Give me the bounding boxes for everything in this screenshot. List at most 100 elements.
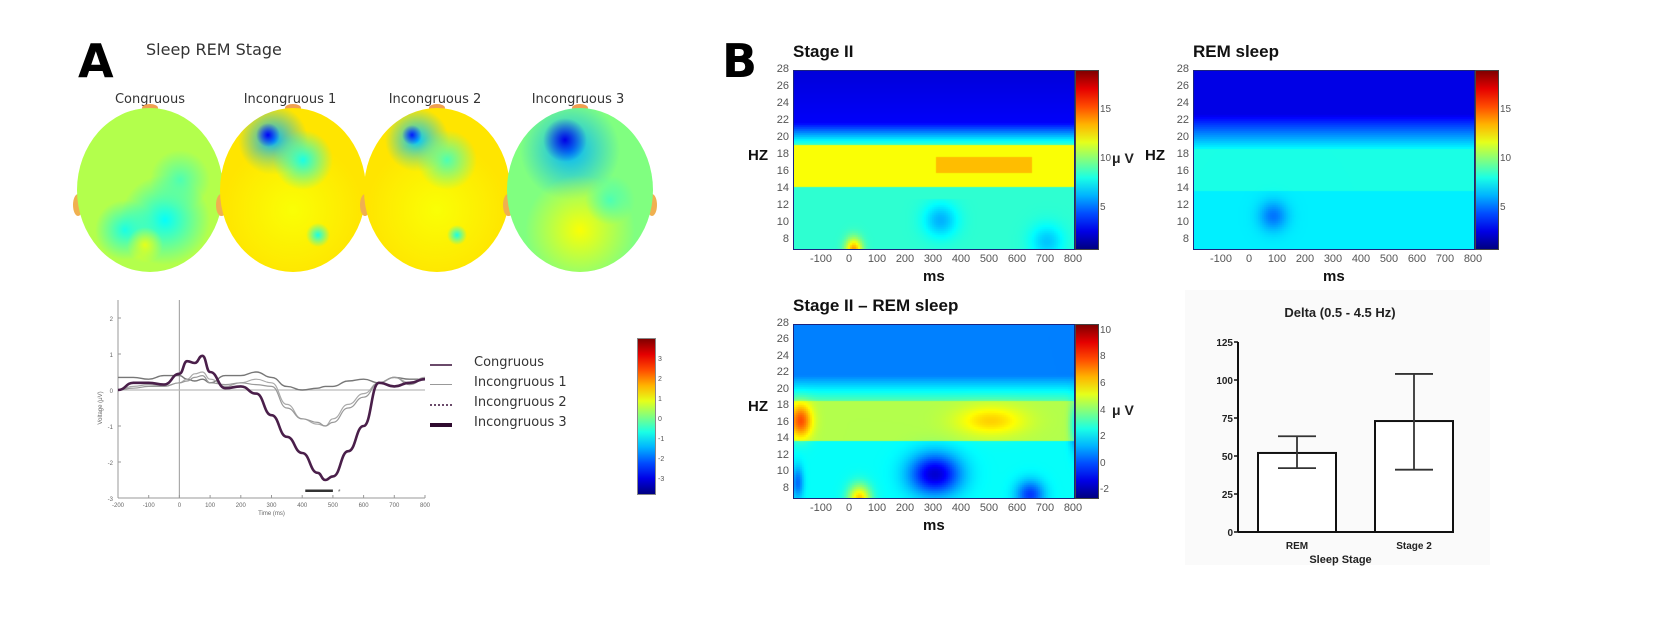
legend-swatch — [430, 364, 452, 366]
colorbar-tick: -2 — [658, 456, 665, 463]
colorbar-tick-label: 10 — [1500, 153, 1512, 164]
x-tick-label: 200 — [236, 503, 247, 509]
y-tick-label: 20 — [1176, 130, 1189, 143]
x-tick-label: 800 — [420, 503, 431, 509]
series-line-incongruous-3 — [117, 354, 426, 482]
colorbar-tick-label: 4 — [1100, 404, 1106, 416]
bar-chart-title: Delta (0.5 - 4.5 Hz) — [1284, 305, 1396, 320]
x-tick-label: -200 — [112, 503, 125, 509]
bar-y-tick-label: 25 — [1222, 490, 1234, 501]
colorbar-tick: 0 — [658, 416, 662, 423]
colorbar-tick-label: 10 — [1100, 153, 1112, 164]
legend-label: Incongruous 2 — [474, 395, 567, 410]
heatmap-canvas-2 — [1193, 70, 1475, 250]
topomap-head-2 — [216, 104, 370, 272]
y-tick-label: 8 — [782, 232, 789, 245]
topomap-colorbar — [637, 338, 656, 495]
y-axis-label: Voltage (μV) — [98, 391, 104, 424]
topomap-blob — [306, 223, 330, 247]
topomap-head-3 — [360, 104, 514, 272]
x-tick-label: -100 — [143, 503, 156, 509]
colorbar-tick-label: 5 — [1500, 202, 1506, 214]
colorbar-tick: 3 — [658, 356, 662, 363]
topomap-label-incongruous-1: Incongruous 1 — [243, 92, 337, 107]
panel-a-letter: A — [78, 34, 114, 88]
x-tick-label: 500 — [979, 502, 999, 514]
y-tick-label: 26 — [776, 333, 789, 346]
x-tick-label: 200 — [895, 502, 915, 514]
x-tick-label: 100 — [867, 502, 887, 514]
topomap-blob — [447, 225, 467, 245]
y-tick-label: 14 — [776, 181, 789, 194]
heatmap-title-difference: Stage II – REM sleep — [793, 296, 959, 315]
y-tick-label: 18 — [776, 399, 789, 412]
topomap-blob — [543, 118, 587, 162]
y-tick-label: 22 — [1176, 113, 1189, 126]
bar-y-tick-label: 100 — [1216, 376, 1233, 387]
heatmap-canvas-3 — [793, 324, 1075, 499]
x-tick-label: 700 — [1035, 253, 1055, 265]
x-tick-label: 0 — [845, 502, 853, 514]
heatmap-canvas-1 — [793, 70, 1075, 250]
y-tick-label: 10 — [776, 465, 789, 478]
y-tick-label: 18 — [776, 147, 789, 160]
x-tick-label: 0 — [845, 253, 853, 265]
y-tick-label: 22 — [776, 113, 789, 126]
colorbar-tick: -3 — [658, 476, 665, 483]
bar-category-label: Stage 2 — [1396, 541, 1432, 552]
y-tick-label: 12 — [776, 198, 789, 211]
y-tick-label: 12 — [1176, 198, 1189, 211]
y-tick-label: 16 — [776, 164, 789, 177]
topomaps — [73, 104, 657, 272]
y-tick-label: 28 — [1176, 63, 1189, 75]
x-tick-label: 700 — [389, 503, 400, 509]
topomap-blob — [256, 123, 280, 147]
y-tick-label: 10 — [776, 215, 789, 228]
x-tick-label: 100 — [205, 503, 216, 509]
colorbar-tick-label: 5 — [1100, 202, 1106, 214]
x-tick-label: 0 — [178, 503, 182, 509]
colorbar-1 — [1075, 70, 1099, 250]
y-tick-label: 2 — [110, 317, 114, 323]
legend-label: Congruous — [474, 355, 545, 370]
erp-line-chart: 2 1 0 -1 -2 -3-200 -100 0 100 200 300 400 500 600 700 8… — [98, 300, 431, 517]
topomap-blob — [585, 175, 635, 225]
bar-chart: 125 100 75 50 25 0 REM Stage 2 Sleep Stage — [1216, 338, 1454, 566]
bar-y-tick-label: 75 — [1222, 414, 1234, 425]
x-tick-label: 400 — [297, 503, 308, 509]
y-tick-label: -3 — [108, 497, 114, 503]
x-tick-label: 300 — [1323, 253, 1343, 265]
panel-a-title: Sleep REM Stage — [146, 40, 282, 59]
y-tick-label: 10 — [1176, 215, 1189, 228]
y-tick-label: 20 — [776, 130, 789, 143]
bar-y-tick-label: 50 — [1222, 452, 1234, 463]
x-tick-label: 0 — [1245, 253, 1253, 265]
y-tick-label: 26 — [1176, 79, 1189, 92]
y-tick-label: -2 — [108, 461, 114, 467]
colorbar-tick: 2 — [658, 376, 662, 383]
topomap-blob — [150, 150, 210, 210]
topomap-blob — [417, 130, 477, 190]
x-axis-label-ms: ms — [923, 268, 945, 285]
x-tick-label: -100 — [809, 502, 833, 514]
bar-y-tick-label: 0 — [1227, 528, 1233, 539]
topomap-label-congruous: Congruous — [114, 92, 186, 107]
y-tick-label: -1 — [108, 425, 114, 431]
y-tick-label: 28 — [776, 63, 789, 75]
x-tick-label: 400 — [951, 502, 971, 514]
x-tick-label: 200 — [1295, 253, 1315, 265]
x-tick-label: 500 — [1379, 253, 1399, 265]
x-tick-label: 500 — [328, 503, 339, 509]
x-tick-label: 800 — [1063, 502, 1083, 514]
colorbar-tick-label: 10 — [1100, 324, 1112, 336]
y-tick-label: 24 — [1176, 96, 1189, 109]
y-tick-label: 22 — [776, 366, 789, 379]
x-axis-label-ms: ms — [923, 517, 945, 534]
x-axis-label: Time (ms) — [258, 511, 285, 517]
x-tick-label: 600 — [1007, 502, 1027, 514]
y-tick-label: 16 — [776, 415, 789, 428]
x-tick-label: 100 — [1267, 253, 1287, 265]
colorbar-tick-label: 8 — [1100, 351, 1106, 363]
topomap-label-incongruous-3: Incongruous 3 — [531, 92, 625, 107]
colorbar-tick: 1 — [658, 396, 662, 403]
